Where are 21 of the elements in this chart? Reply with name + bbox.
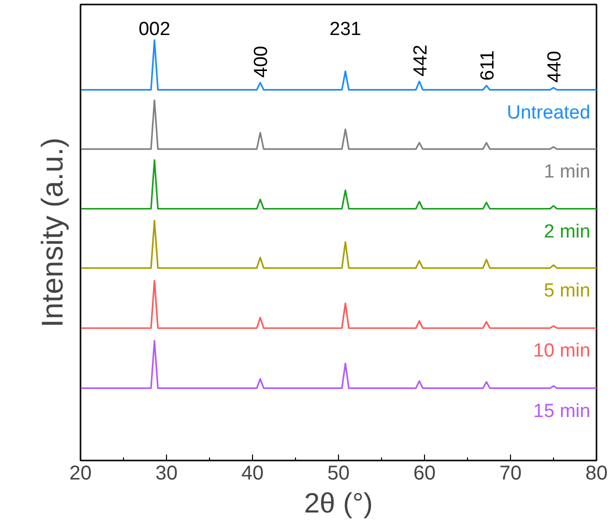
annotation: 400 xyxy=(251,46,272,78)
x-tick-label: 40 xyxy=(241,462,264,484)
annotation: 442 xyxy=(410,44,432,76)
series-label: 10 min xyxy=(533,340,590,362)
x-tick-label: 20 xyxy=(69,462,92,484)
series-label: 1 min xyxy=(544,162,590,183)
text: 231 xyxy=(330,19,362,40)
x-tick-label: 80 xyxy=(585,462,608,484)
y-axis-title: Intensity (a.u.) xyxy=(36,137,70,328)
x-tick-label: 50 xyxy=(327,462,350,484)
x-axis-title: 2θ (°) xyxy=(304,488,373,518)
x-tick-label: 60 xyxy=(413,462,436,484)
annotation: 440 xyxy=(544,50,566,83)
annotation: 611 xyxy=(477,50,498,81)
series-label: 2 min xyxy=(544,221,590,242)
series-label: 15 min xyxy=(533,400,590,422)
x-tick-label: 70 xyxy=(499,462,522,484)
text: 002 xyxy=(138,19,170,40)
series-label: 5 min xyxy=(544,280,590,302)
x-tick-label: 30 xyxy=(155,462,178,484)
series-label: Untreated xyxy=(506,102,590,124)
